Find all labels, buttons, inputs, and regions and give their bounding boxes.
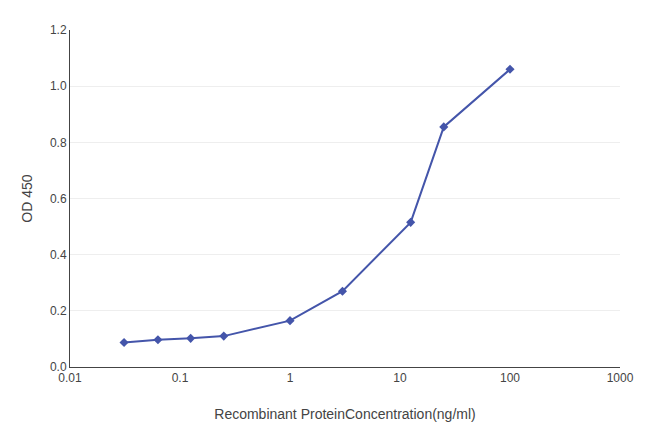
- svg-text:1.2: 1.2: [50, 23, 67, 37]
- svg-text:0.8: 0.8: [50, 136, 67, 150]
- svg-text:1.0: 1.0: [50, 79, 67, 93]
- svg-text:10: 10: [393, 371, 407, 385]
- svg-text:OD 450: OD 450: [19, 174, 35, 222]
- svg-text:0.4: 0.4: [50, 248, 67, 262]
- svg-text:0.0: 0.0: [50, 360, 67, 374]
- svg-text:1000: 1000: [607, 371, 634, 385]
- svg-text:0.2: 0.2: [50, 304, 67, 318]
- svg-text:0.6: 0.6: [50, 192, 67, 206]
- svg-text:0.01: 0.01: [58, 371, 82, 385]
- svg-text:1: 1: [287, 371, 294, 385]
- svg-text:100: 100: [500, 371, 520, 385]
- svg-text:Recombinant ProteinConcentrati: Recombinant ProteinConcentration(ng/ml): [214, 406, 475, 422]
- svg-text:0.1: 0.1: [172, 371, 189, 385]
